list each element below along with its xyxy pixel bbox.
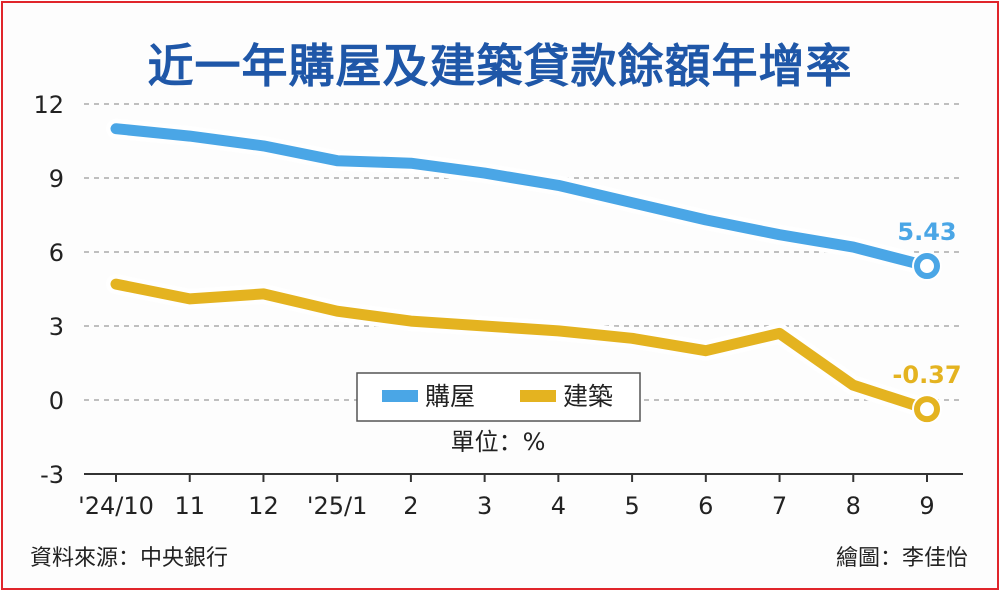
x-tick-label: 5	[624, 492, 639, 520]
x-tick-label: '24/10	[78, 492, 154, 520]
source-note: 資料來源：中央銀行	[30, 546, 229, 571]
series-line-home	[110, 123, 933, 272]
x-tick-label: 2	[403, 492, 418, 520]
x-tick-label: 3	[477, 492, 492, 520]
y-tick-label: 3	[49, 313, 64, 341]
x-tick-label: 6	[698, 492, 713, 520]
y-tick-label: -3	[40, 461, 64, 489]
legend-label-construction: 建築	[563, 382, 613, 411]
x-tick-label: 12	[248, 492, 279, 520]
series-lines: 5.43 -0.37	[106, 118, 962, 425]
grid-lines	[84, 103, 963, 401]
legend-label-home: 購屋	[425, 382, 475, 411]
legend-swatch-home	[382, 390, 418, 402]
y-axis: -3 0 3 6 9 12	[33, 91, 64, 489]
end-marker-home	[914, 253, 940, 280]
legend-swatch-construction	[520, 390, 556, 402]
legend: 購屋 建築	[356, 372, 641, 422]
y-tick-label: 12	[33, 91, 64, 119]
y-tick-label: 6	[49, 239, 64, 267]
x-tick-label: 4	[551, 492, 566, 520]
x-tick-label: 11	[174, 492, 205, 520]
x-tick-label: 8	[846, 492, 861, 520]
end-marker-construction	[914, 396, 940, 423]
x-tick-label: '25/1	[307, 492, 368, 520]
unit-label: 單位：%	[451, 428, 546, 456]
end-value-label-home: 5.43	[897, 218, 956, 246]
y-tick-label: 9	[49, 165, 64, 193]
chart-title: 近一年購屋及建築貸款餘額年增率	[147, 39, 853, 93]
series-line-construction	[110, 278, 933, 415]
credit-note: 繪圖：李佳怡	[835, 546, 968, 571]
x-tick-label: 7	[772, 492, 787, 520]
y-tick-label: 0	[49, 387, 64, 415]
x-axis: '24/10 11 12 '25/1 2 3 4 5 6 7 8 9	[78, 473, 963, 520]
series-halo-home	[106, 118, 937, 277]
end-value-label-construction: -0.37	[892, 361, 961, 389]
x-tick-label: 9	[919, 492, 934, 520]
